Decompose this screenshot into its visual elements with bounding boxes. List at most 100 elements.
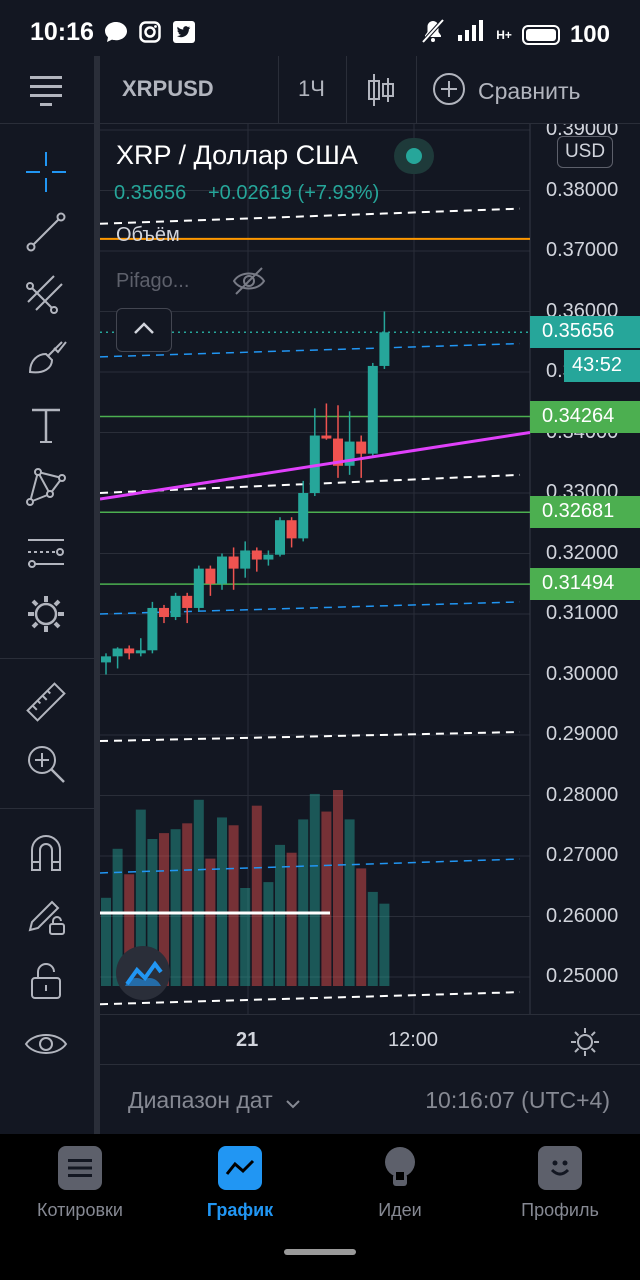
volume-bar [240,888,251,986]
magnet-icon[interactable] [22,828,70,876]
candle-body [101,656,111,663]
candle-body [159,607,169,618]
volume-bar [159,833,169,986]
candle-body [309,435,320,493]
brush-icon[interactable] [22,332,70,380]
price-tick-label: 0.26000 [546,904,619,927]
date-range-button[interactable]: Диапазон дат [128,1087,301,1115]
candle-body [298,493,309,539]
zoom-in-icon[interactable] [22,740,70,788]
price-tick-label: 0.25000 [546,965,619,987]
candle-body [251,550,262,560]
pattern-icon[interactable] [22,462,70,510]
fib-tools-icon[interactable] [22,270,70,318]
channel-line [100,730,521,743]
volume-bar [135,809,146,986]
chart-toolbar: XRPUSD 1Ч Сравнить [0,56,640,124]
price-tick-label: 0.39000 [546,124,619,140]
chart-canvas[interactable]: XRP / Доллар США 0.35656 +0.02619 (+7.93… [100,124,640,1064]
volume-bar [321,811,332,986]
add-circle-icon [432,72,466,111]
text-tool-icon[interactable] [22,400,70,448]
price-tick-label: 0.31000 [546,602,619,624]
ideas-icon [378,1146,422,1190]
price-tick-label: 0.29000 [546,723,619,745]
price-tick-label: 0.27000 [546,844,619,866]
volume-bar [124,874,135,986]
nav-ideas[interactable]: Идеи [320,1146,480,1236]
candle-body [333,438,343,466]
home-indicator [284,1249,356,1255]
price-tick-label: 0.30000 [546,662,619,685]
collapse-legend-button[interactable] [116,308,172,352]
bottom-navigation: Котировки График Идеи Профиль [0,1134,640,1280]
price-tick-label: 0.36000 [546,299,619,322]
instagram-icon [138,20,162,44]
legend-price: 0.35656 [114,182,187,204]
status-bar: 10:16 H+ 100 [0,0,640,66]
channel-line [100,858,521,874]
price-chart[interactable] [100,124,640,1064]
price-tick-label: 0.28000 [546,783,619,806]
candle-body [182,595,193,608]
market-open-indicator [394,138,434,174]
candle-body [344,441,355,466]
channel-line [100,207,521,225]
legend-indicator[interactable]: Pifago... [116,270,190,292]
ruler-icon[interactable] [22,678,70,726]
eye-icon[interactable] [22,1020,70,1068]
nav-profile[interactable]: Профиль [480,1146,640,1236]
nav-quotes[interactable]: Котировки [0,1146,160,1236]
price-tick-label: 0.32000 [546,541,619,564]
candle-body [367,365,378,454]
trend-line-icon[interactable] [22,208,70,256]
volume-bar [309,793,320,986]
time-axis[interactable]: 21 12:00 [100,1014,640,1064]
profile-icon [538,1146,582,1190]
crosshair-icon[interactable] [22,148,70,196]
volume-bar [182,823,193,986]
nav-label: Идеи [378,1200,422,1220]
legend-symbol-title[interactable]: XRP / Доллар США [116,140,358,170]
volume-bar [170,829,181,986]
tradingview-logo-icon[interactable] [116,946,170,1000]
volume-bar [228,825,239,986]
candle-body [205,568,216,584]
symbol-button[interactable]: XRPUSD [122,76,214,101]
level-price-label: 0.34264 [530,400,640,433]
interval-button[interactable]: 1Ч [298,76,325,101]
volume-bar [298,819,309,986]
volume-bar [112,848,123,986]
chart-settings-icon[interactable] [570,1027,600,1062]
chart-footer: Диапазон дат 10:16:07 (UTC+4) [100,1064,640,1134]
chart-type-candles-icon[interactable] [366,72,396,113]
candle-body [147,607,158,651]
nav-chart[interactable]: График [160,1146,320,1236]
price-tick-label: 0.37000 [546,239,619,261]
compare-button[interactable]: Сравнить [432,72,580,111]
candle-body [217,556,227,584]
drawing-toolbar [0,124,94,1134]
battery-level: 100 [569,20,610,48]
signal-icon [456,19,486,50]
prediction-icon[interactable] [22,528,70,576]
lock-pencil-icon[interactable] [22,892,70,940]
volume-bar [205,858,216,986]
nav-label: Профиль [521,1200,599,1220]
currency-badge[interactable]: USD [557,136,613,168]
volume-bar [217,817,227,986]
candle-body [286,520,297,539]
timezone-clock[interactable]: 10:16:07 (UTC+4) [425,1087,610,1113]
candle-body [356,441,367,454]
hidden-eye-icon[interactable] [232,266,266,301]
menu-icon[interactable] [30,76,62,111]
volume-bar [251,805,262,986]
price-tick-label: 0.38000 [546,178,619,201]
volume-bar [101,897,111,986]
unlock-icon[interactable] [22,956,70,1004]
gear-icon[interactable] [22,590,70,638]
date-range-label: Диапазон дат [128,1087,273,1113]
volume-bar [379,903,390,986]
legend-volume[interactable]: Объём [116,224,180,246]
level-price-label: 0.31494 [530,568,640,601]
